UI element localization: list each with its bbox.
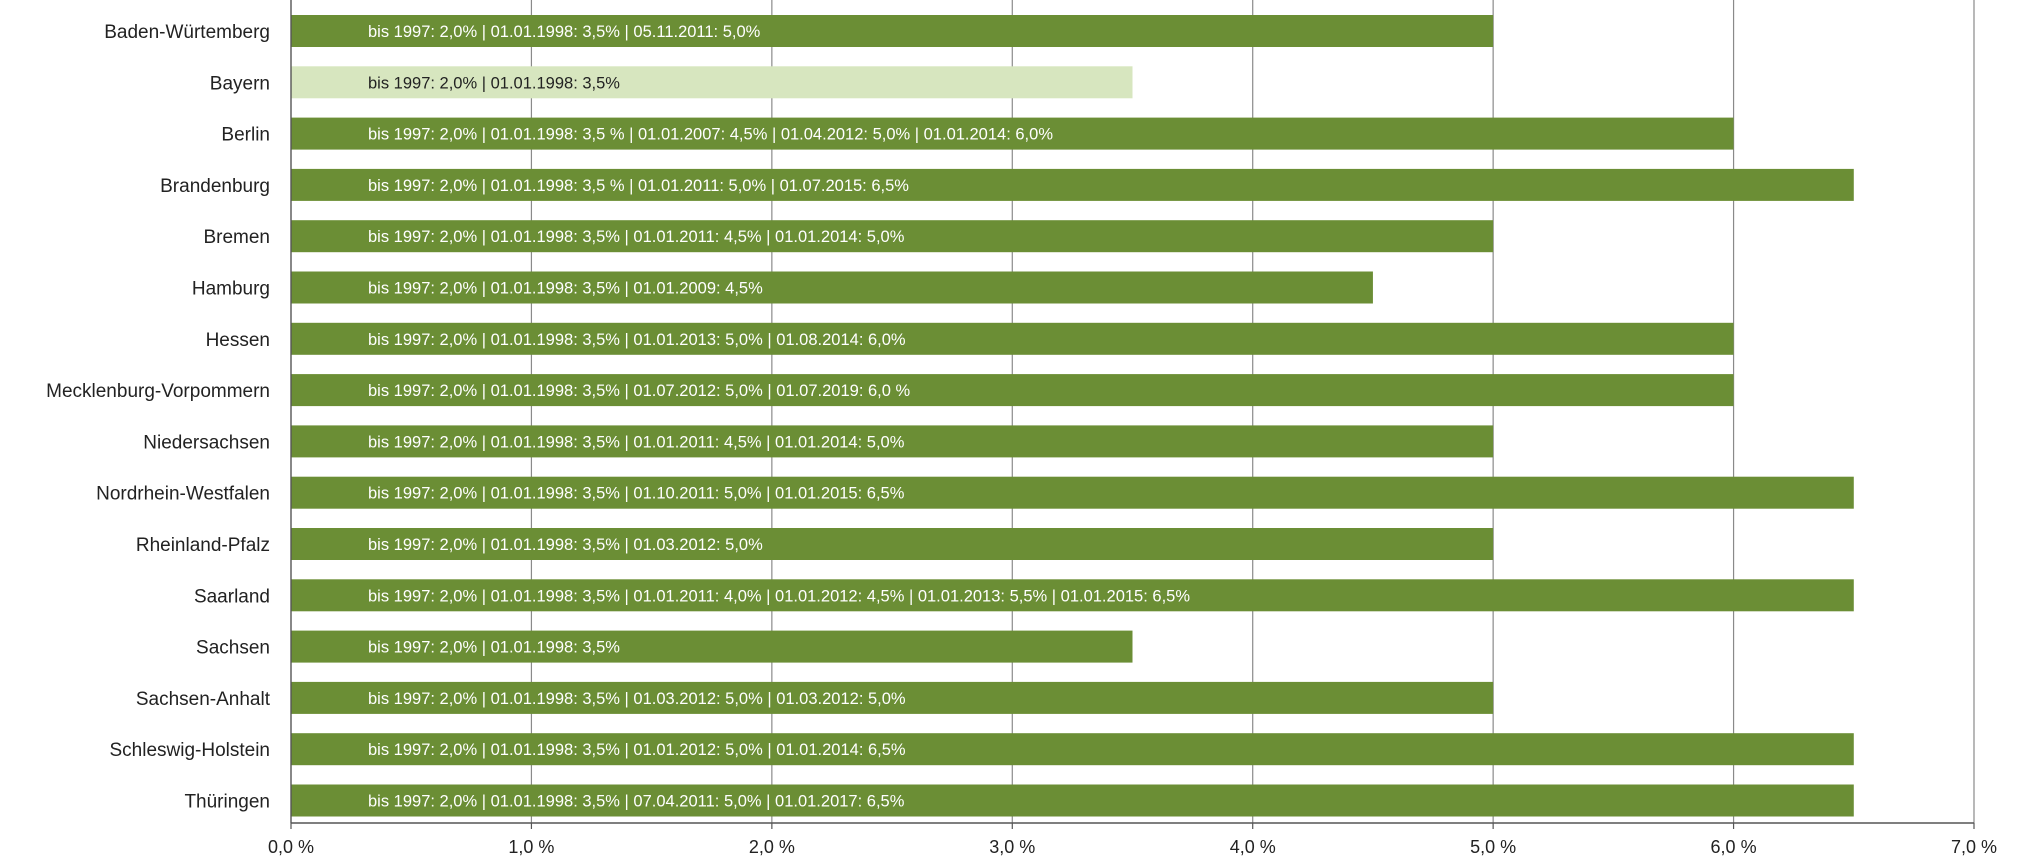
bar	[291, 271, 1373, 304]
category-label: Hessen	[206, 330, 270, 351]
bar	[291, 733, 1854, 766]
category-label: Sachsen-Anhalt	[136, 689, 271, 710]
bar-data-label: bis 1997: 2,0% | 01.01.1998: 3,5%	[368, 639, 620, 657]
bar-data-label: bis 1997: 2,0% | 01.01.1998: 3,5% | 01.0…	[368, 690, 906, 708]
category-label: Niedersachsen	[143, 432, 270, 453]
category-label: Hamburg	[192, 279, 270, 300]
category-label: Bremen	[203, 227, 270, 248]
bar	[291, 528, 1494, 560]
x-tick-label: 0,0 %	[268, 837, 314, 857]
bar	[291, 220, 1494, 253]
category-label: Sachsen	[196, 638, 270, 659]
category-label: Baden-Würtemberg	[104, 22, 270, 43]
category-label: Rheinland-Pfalz	[136, 535, 270, 556]
category-label: Nordrhein-Westfalen	[96, 484, 270, 505]
x-tick-label: 3,0 %	[989, 837, 1035, 857]
bar	[291, 117, 1734, 150]
category-label: Berlin	[221, 125, 270, 146]
bar	[291, 630, 1133, 663]
bar	[291, 322, 1734, 355]
bar	[291, 579, 1854, 612]
bar-data-label: bis 1997: 2,0% | 01.01.1998: 3,5 % | 01.…	[368, 177, 909, 195]
bar-data-label: bis 1997: 2,0% | 01.01.1998: 3,5% | 01.0…	[368, 536, 763, 554]
bar-data-label: bis 1997: 2,0% | 01.01.1998: 3,5% | 01.0…	[368, 741, 906, 759]
bar	[291, 168, 1854, 201]
bar-data-label: bis 1997: 2,0% | 01.01.1998: 3,5% | 01.0…	[368, 587, 1190, 605]
category-label: Thüringen	[184, 792, 270, 813]
category-label: Saarland	[194, 586, 270, 607]
bar-data-label: bis 1997: 2,0% | 01.01.1998: 3,5 % | 01.…	[368, 126, 1053, 144]
x-tick-label: 7,0 %	[1951, 837, 1997, 857]
category-label: Mecklenburg-Vorpommern	[46, 381, 270, 402]
axes	[290, 0, 1975, 829]
category-label: Schleswig-Holstein	[109, 740, 270, 761]
bar	[291, 15, 1494, 47]
category-labels: Baden-Würtemberg Bayern Berlin Brandenburg B…	[46, 22, 271, 813]
bar-data-label: bis 1997: 2,0% | 01.01.1998: 3,5% | 01.1…	[368, 485, 905, 503]
bar-data-label: bis 1997: 2,0% | 01.01.1998: 3,5% | 01.0…	[368, 280, 763, 298]
bar	[291, 784, 1854, 817]
category-label: Bayern	[210, 73, 270, 94]
x-tick-label: 2,0 %	[749, 837, 795, 857]
bar-data-label: bis 1997: 2,0% | 01.01.1998: 3,5%	[368, 74, 620, 92]
x-tick-labels: 0,0 % 1,0 % 2,0 % 3,0 % 4,0 % 5,0 % 6,0 % 7,0 %	[268, 837, 1997, 857]
x-tick-label: 4,0 %	[1230, 837, 1276, 857]
bar-data-label: bis 1997: 2,0% | 01.01.1998: 3,5% | 01.0…	[368, 382, 911, 400]
bar	[291, 476, 1854, 509]
bar-data-label: bis 1997: 2,0% | 01.01.1998: 3,5% | 01.0…	[368, 228, 905, 246]
x-tick-label: 5,0 %	[1470, 837, 1516, 857]
bar-data-label: bis 1997: 2,0% | 01.01.1998: 3,5% | 01.0…	[368, 331, 906, 349]
x-tick-label: 6,0 %	[1711, 837, 1757, 857]
bar	[291, 66, 1133, 99]
category-label: Brandenburg	[160, 176, 270, 197]
bars: bis 1997: 2,0% | 01.01.1998: 3,5% | 05.1…	[291, 15, 1854, 817]
bar-data-label: bis 1997: 2,0% | 01.01.1998: 3,5% | 01.0…	[368, 433, 905, 451]
bar-data-label: bis 1997: 2,0% | 01.01.1998: 3,5% | 07.0…	[368, 793, 905, 811]
bar	[291, 374, 1734, 407]
bar-data-label: bis 1997: 2,0% | 01.01.1998: 3,5% | 05.1…	[368, 23, 761, 41]
bar	[291, 681, 1494, 714]
x-tick-label: 1,0 %	[508, 837, 554, 857]
bar	[291, 425, 1494, 458]
